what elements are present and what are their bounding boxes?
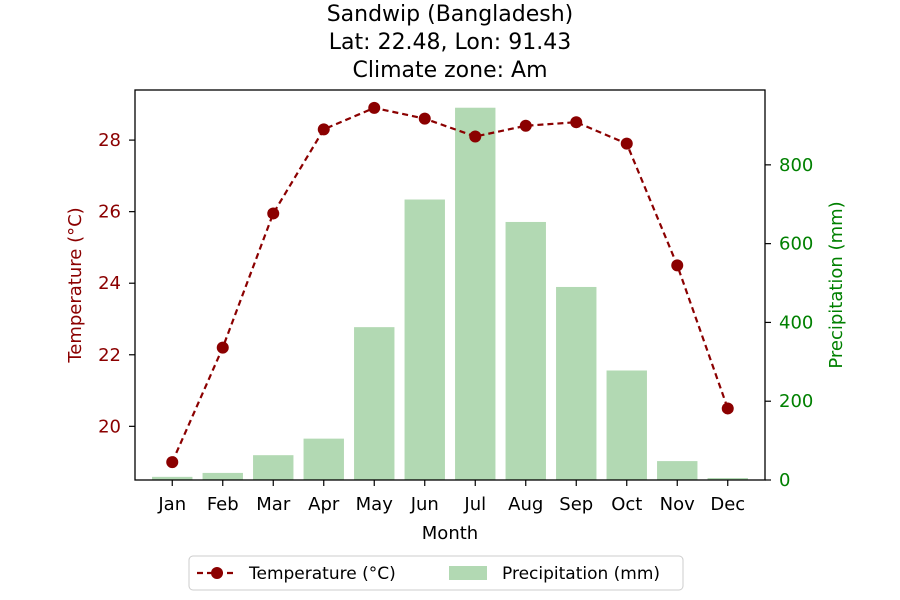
legend-label-temperature: Temperature (°C) — [248, 564, 396, 584]
legend-bar-swatch — [449, 566, 487, 580]
precip-bar-sep — [556, 286, 597, 480]
temp-point-oct — [620, 137, 633, 150]
left-axis-ticks: 20 22 24 26 28 — [98, 130, 135, 437]
x-tick-label-aug: Aug — [508, 494, 543, 515]
x-tick-label-dec: Dec — [710, 494, 745, 515]
precip-bar-jun — [404, 199, 445, 481]
left-tick-label-24: 24 — [98, 273, 121, 294]
precip-bar-apr — [303, 438, 344, 480]
x-tick-label-jan: Jan — [157, 494, 186, 515]
x-tick-label-sep: Sep — [559, 494, 593, 515]
x-tick-label-feb: Feb — [207, 494, 239, 515]
precip-bar-oct — [606, 370, 647, 480]
right-tick-label-800: 800 — [779, 155, 813, 176]
x-tick-label-may: May — [356, 494, 394, 515]
temperature-series-line — [171, 106, 729, 463]
precip-bar-mar — [253, 455, 294, 480]
left-tick-label-20: 20 — [98, 416, 121, 437]
legend-label-precipitation: Precipitation (mm) — [502, 564, 660, 584]
title-line-3: Climate zone: Am — [352, 58, 547, 83]
precip-bar-feb — [202, 472, 243, 480]
temp-point-apr — [317, 123, 330, 136]
legend: Temperature (°C) Precipitation (mm) — [188, 555, 684, 591]
precip-bar-jan — [152, 476, 193, 480]
x-tick-label-mar: Mar — [256, 494, 291, 515]
plot-frame — [134, 89, 766, 481]
x-tick-label-jul: Jul — [463, 494, 486, 515]
precipitation-bars — [152, 107, 748, 481]
temp-point-mar — [267, 207, 280, 220]
x-axis-label: Month — [422, 523, 478, 544]
temp-point-jun — [418, 112, 431, 125]
left-tick-label-28: 28 — [98, 130, 121, 151]
title-line-1: Sandwip (Bangladesh) — [327, 2, 574, 27]
left-axis-label: Temperature (°C) — [65, 207, 86, 363]
precip-bar-aug — [505, 221, 546, 480]
temp-point-jul — [469, 130, 482, 143]
title-line-2: Lat: 22.48, Lon: 91.43 — [329, 30, 571, 55]
right-axis-ticks: 0 200 400 600 800 — [765, 155, 813, 491]
x-axis-ticks: Jan Feb Mar Apr May Jun Jul Aug Sep Oct Nov Dec — [157, 480, 745, 515]
precip-bar-may — [354, 327, 395, 480]
temp-point-sep — [570, 116, 583, 129]
x-tick-label-apr: Apr — [308, 494, 340, 515]
legend-marker-swatch — [211, 567, 223, 579]
legend-frame — [188, 555, 684, 591]
left-tick-label-22: 22 — [98, 345, 121, 366]
right-axis-label: Precipitation (mm) — [826, 201, 847, 368]
precip-bar-nov — [657, 461, 698, 480]
temp-point-may — [368, 101, 381, 114]
left-tick-label-26: 26 — [98, 202, 121, 223]
temperature-line — [166, 101, 734, 469]
legend-item-temperature: Temperature (°C) — [197, 564, 396, 584]
legend-item-precipitation: Precipitation (mm) — [449, 564, 660, 584]
x-tick-label-oct: Oct — [611, 494, 642, 515]
x-tick-label-nov: Nov — [660, 494, 695, 515]
temp-point-dec — [721, 402, 734, 415]
right-tick-label-400: 400 — [779, 312, 813, 333]
precip-bar-dec — [707, 478, 748, 480]
temp-point-feb — [216, 341, 229, 354]
right-tick-label-600: 600 — [779, 234, 813, 255]
precip-bar-jul — [455, 107, 496, 481]
right-tick-label-200: 200 — [779, 391, 813, 412]
temp-point-aug — [519, 119, 532, 132]
chart-title: Sandwip (Bangladesh) Lat: 22.48, Lon: 91… — [327, 2, 574, 83]
temp-point-jan — [166, 456, 179, 469]
right-tick-label-0: 0 — [779, 470, 790, 491]
temp-point-nov — [671, 259, 684, 272]
x-tick-label-jun: Jun — [410, 494, 439, 515]
